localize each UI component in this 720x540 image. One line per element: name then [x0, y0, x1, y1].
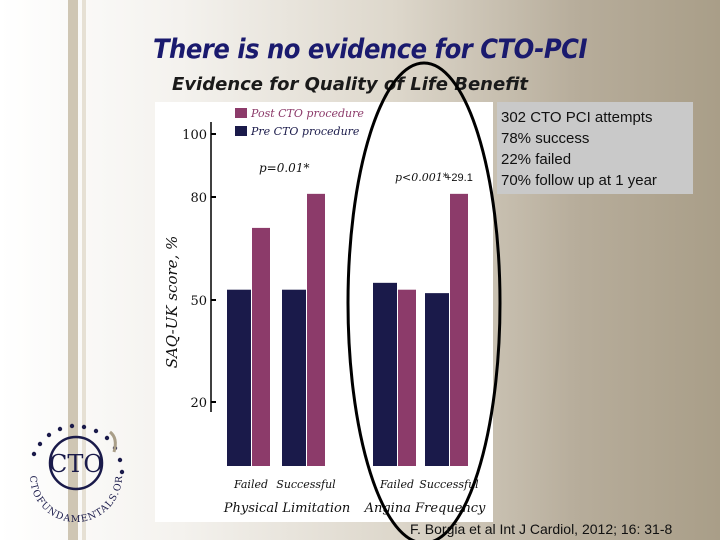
bar-pre [227, 289, 251, 466]
x-tick-label: Failed [379, 478, 414, 491]
bar-chart: 20 50 80 100 SAQ-UK score, % Post CTO procedu… [163, 107, 486, 516]
y-tick-label: 50 [190, 294, 207, 309]
legend-label-pre: Pre CTO procedure [250, 125, 360, 138]
bar-post [307, 193, 325, 466]
y-tick-label: 80 [190, 191, 207, 206]
bar-post [398, 289, 416, 466]
cto-fundamentals-logo: CTO CTOFUNDAMENTALS.ORG [12, 410, 136, 528]
legend-swatch-post [235, 108, 247, 118]
stat-line: 78% success [501, 130, 590, 147]
p-value-annotation: p=0.01* [259, 161, 309, 175]
citation: F. Borgia et al Int J Cardiol, 2012; 16:… [410, 521, 673, 537]
bar-post [252, 227, 270, 466]
p-value-annotation: p<0.001* [395, 171, 449, 184]
stats-box: 302 CTO PCI attempts 78% success 22% fai… [497, 102, 693, 194]
stat-line: 22% failed [501, 151, 572, 168]
difference-annotation: +29.1 [445, 172, 473, 184]
decor-stripe [68, 0, 78, 540]
bar-post [450, 193, 468, 466]
group-label: Physical Limitation [223, 501, 350, 516]
bar-pre [425, 293, 449, 466]
x-tick-label: Failed [233, 478, 268, 491]
y-tick-label: 100 [182, 128, 207, 143]
stat-line: 70% follow up at 1 year [501, 172, 657, 189]
y-axis-label: SAQ-UK score, % [163, 236, 181, 369]
decor-stripe [82, 0, 86, 540]
y-tick-label: 20 [190, 396, 207, 411]
x-tick-label: Successful [419, 478, 479, 491]
stat-line: 302 CTO PCI attempts [501, 109, 653, 126]
page-title: There is no evidence for CTO-PCI [152, 34, 588, 65]
logo-text: CTO [49, 450, 103, 478]
page-subtitle: Evidence for Quality of Life Benefit [172, 74, 528, 95]
bar-pre [282, 289, 306, 466]
legend-label-post: Post CTO procedure [250, 107, 364, 120]
logo-dots [31, 423, 125, 475]
group-label: Angina Frequency [364, 501, 486, 516]
chart-panel: 20 50 80 100 SAQ-UK score, % Post CTO procedu… [155, 102, 493, 522]
bar-pre [373, 282, 397, 466]
x-tick-label: Successful [276, 478, 336, 491]
legend-swatch-pre [235, 126, 247, 136]
